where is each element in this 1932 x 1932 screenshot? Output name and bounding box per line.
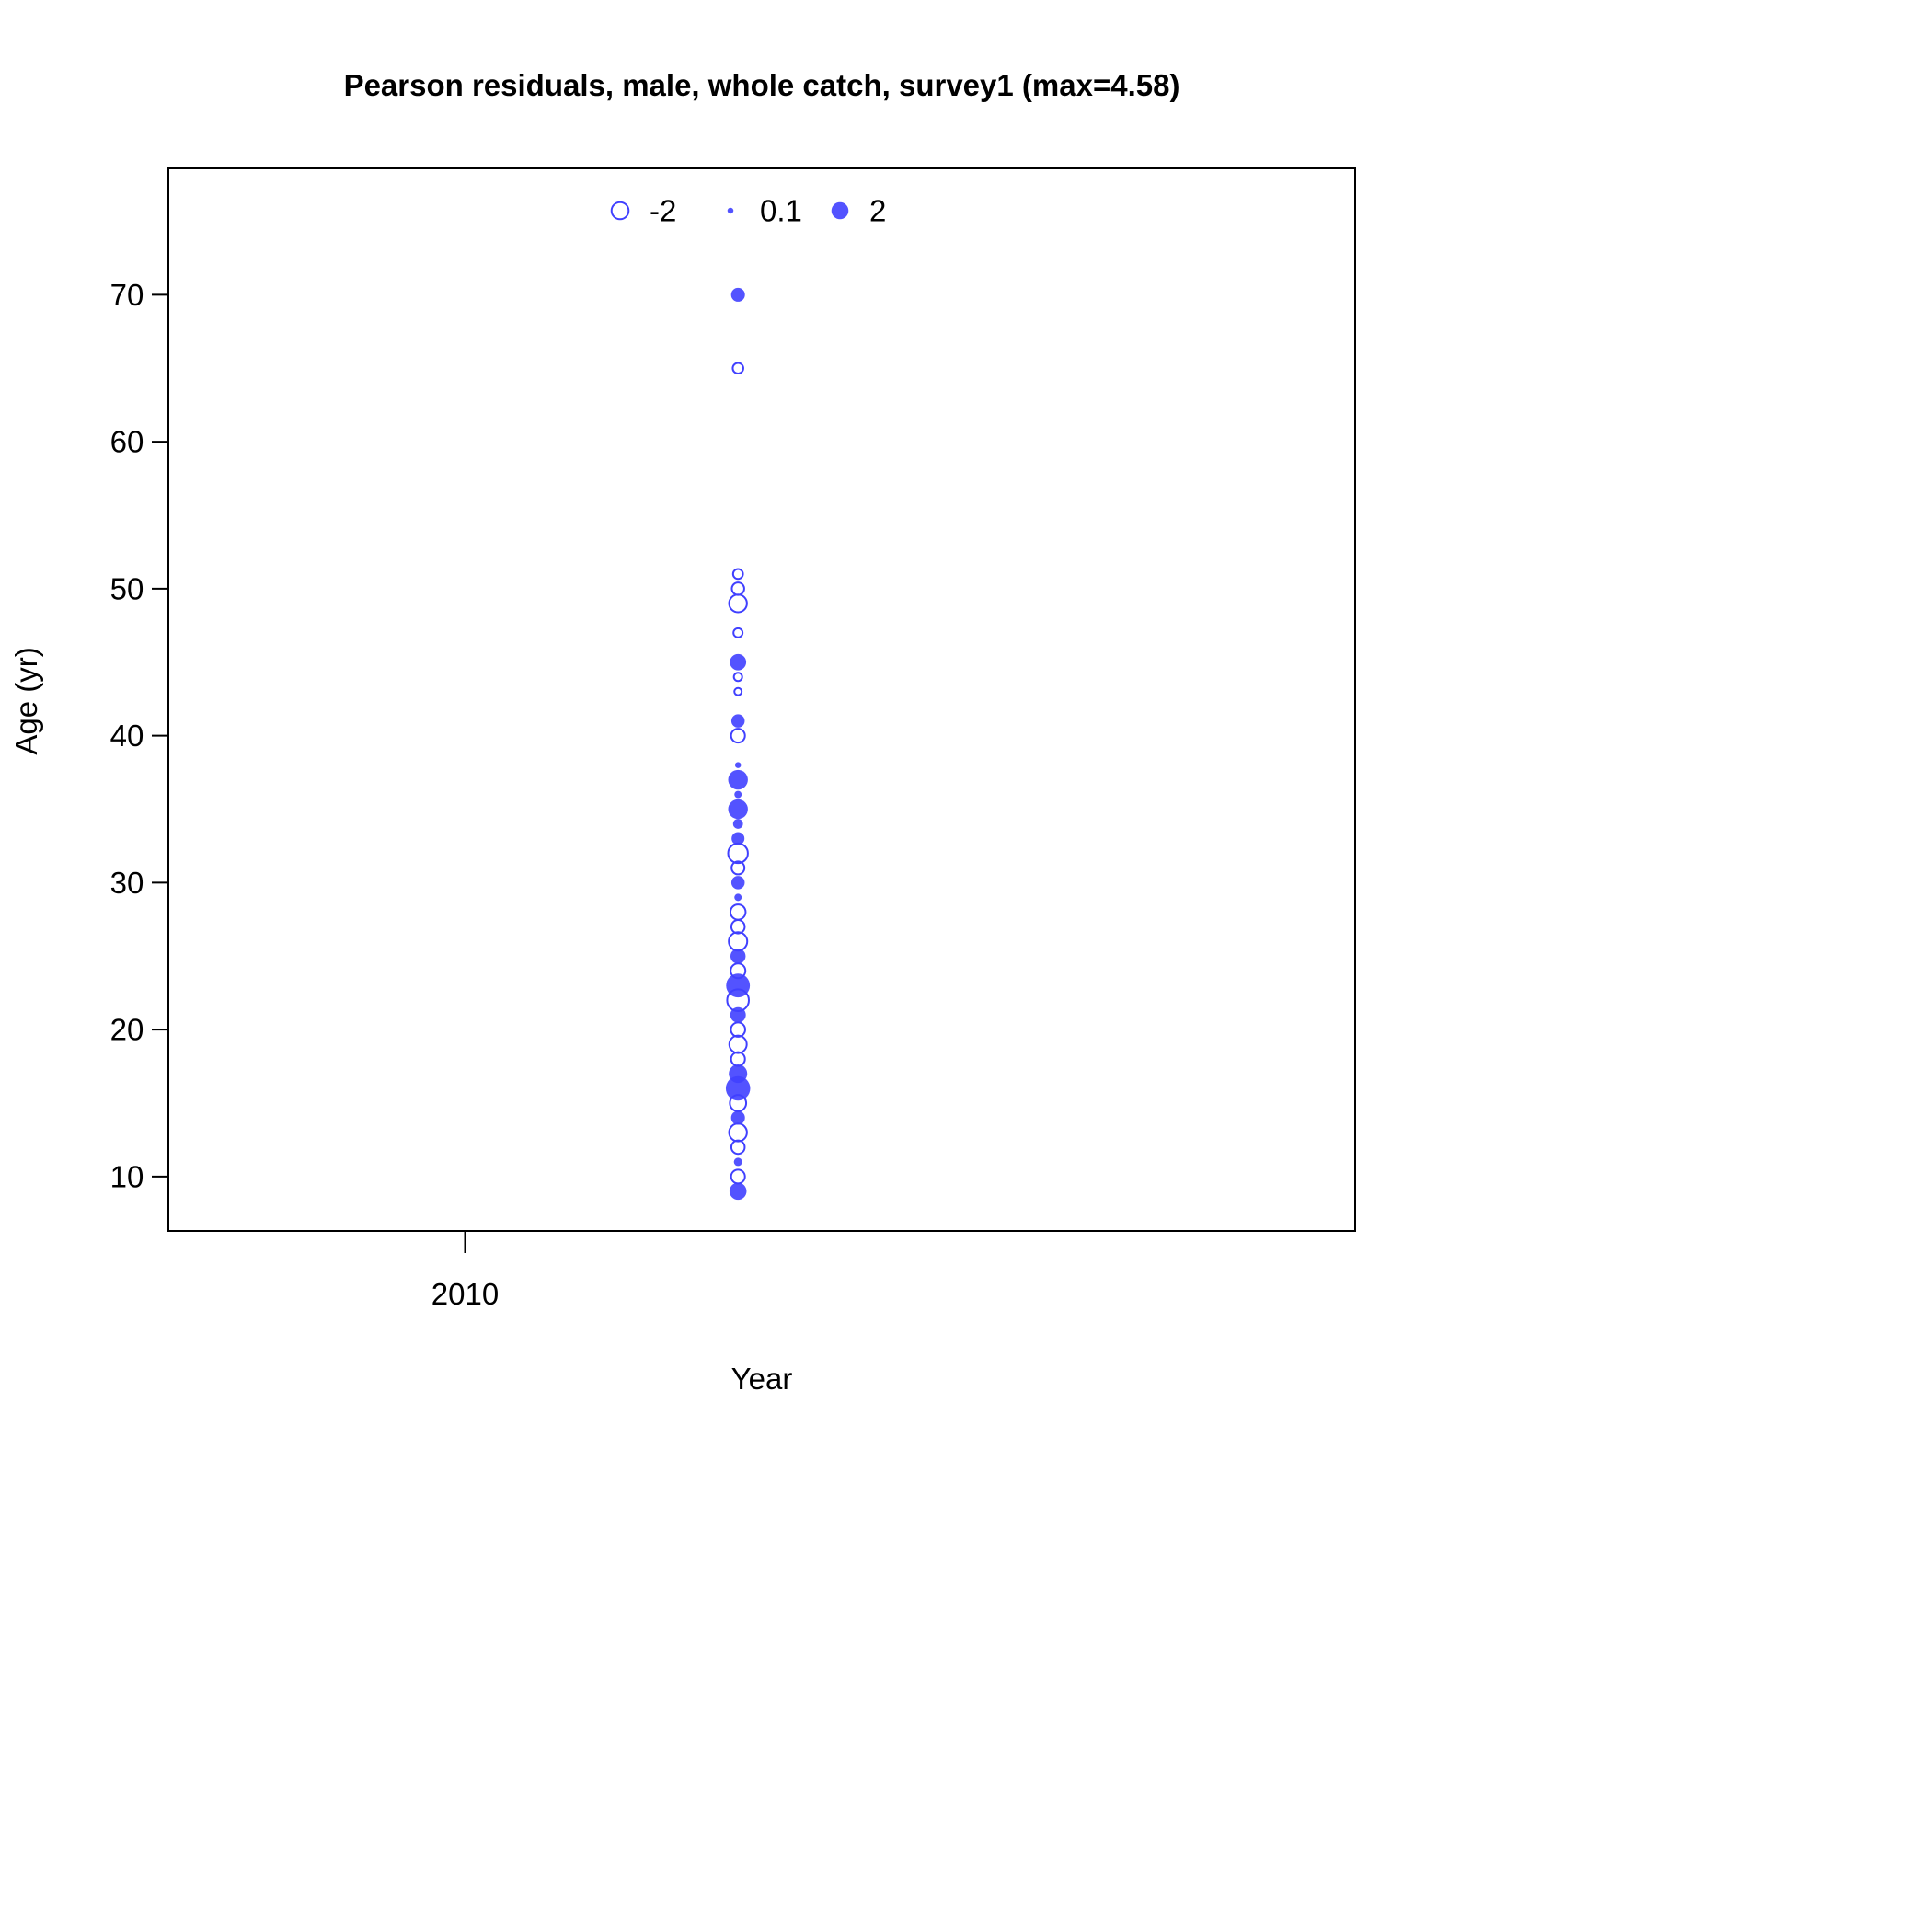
- negative-residual-point: [732, 672, 743, 683]
- negative-residual-point: [731, 568, 744, 581]
- x-tick-label: 2010: [431, 1277, 499, 1311]
- positive-residual-point: [732, 819, 743, 829]
- legend-label: 0.1: [760, 194, 802, 228]
- positive-residual-point: [726, 973, 751, 998]
- legend-marker: [610, 201, 630, 221]
- negative-residual-point: [730, 1051, 746, 1067]
- negative-residual-point: [729, 903, 747, 921]
- y-tick-label: 50: [110, 571, 144, 605]
- y-tick-label: 70: [110, 278, 144, 312]
- negative-residual-point: [730, 728, 746, 744]
- negative-residual-point: [730, 1168, 746, 1185]
- negative-residual-point: [728, 931, 749, 952]
- negative-residual-point: [733, 686, 743, 696]
- legend-label: -2: [650, 194, 676, 228]
- positive-residual-point: [728, 769, 748, 790]
- positive-residual-point: [725, 1075, 751, 1101]
- positive-residual-point: [728, 799, 748, 820]
- bubble-chart: Pearson residuals, male, whole catch, su…: [9, 68, 1356, 1396]
- x-axis-label: Year: [731, 1362, 793, 1396]
- plot-frame: [167, 167, 1356, 1232]
- y-axis: 10 20 30 40 50 60 70: [110, 278, 168, 1193]
- legend-marker: [831, 201, 849, 220]
- negative-residual-point: [732, 627, 744, 638]
- y-tick-label: 10: [110, 1159, 144, 1193]
- positive-residual-point: [733, 1157, 742, 1167]
- y-tick-label: 20: [110, 1013, 144, 1047]
- positive-residual-point: [729, 1182, 747, 1201]
- negative-residual-point: [730, 1139, 746, 1156]
- positive-residual-point: [730, 287, 745, 302]
- negative-residual-point: [728, 1034, 748, 1054]
- positive-residual-point: [730, 1110, 745, 1125]
- positive-residual-point: [730, 949, 746, 964]
- negative-residual-point: [731, 362, 744, 375]
- chart-title: Pearson residuals, male, whole catch, su…: [344, 68, 1180, 102]
- legend-marker: [727, 207, 734, 214]
- positive-residual-point: [730, 653, 747, 671]
- y-tick-label: 30: [110, 866, 144, 900]
- negative-residual-point: [728, 593, 748, 614]
- y-tick-label: 60: [110, 425, 144, 459]
- negative-residual-point: [730, 860, 746, 876]
- positive-residual-point: [729, 1064, 748, 1084]
- legend-label: 2: [869, 194, 886, 228]
- positive-residual-point: [734, 762, 742, 768]
- y-axis-label: Age (yr): [9, 647, 43, 754]
- positive-residual-point: [730, 876, 745, 890]
- negative-residual-point: [730, 581, 745, 596]
- negative-residual-point: [728, 1122, 748, 1143]
- positive-residual-point: [731, 832, 745, 845]
- data-points: [725, 287, 751, 1201]
- negative-residual-point: [727, 842, 749, 865]
- y-tick-label: 40: [110, 719, 144, 753]
- legend: -2 0.1 2: [610, 194, 886, 228]
- positive-residual-point: [734, 790, 742, 799]
- positive-residual-point: [730, 714, 745, 728]
- positive-residual-point: [734, 893, 742, 902]
- x-axis: 2010: [431, 1231, 499, 1311]
- negative-residual-point: [730, 1021, 746, 1038]
